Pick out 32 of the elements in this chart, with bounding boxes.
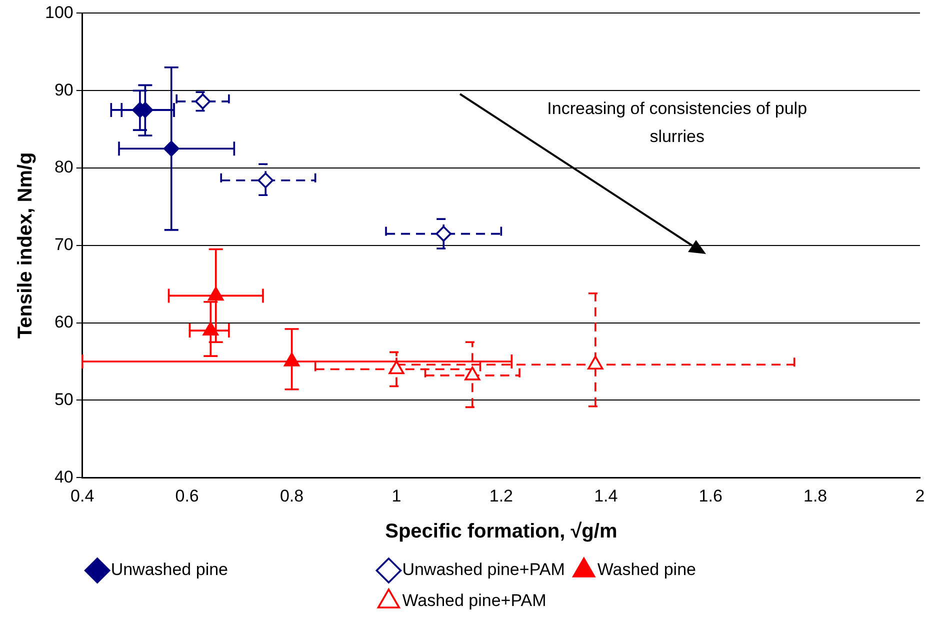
point bbox=[163, 140, 180, 157]
y-tick-label: 80 bbox=[54, 158, 74, 177]
point bbox=[388, 360, 404, 374]
x-tick-label: 1.6 bbox=[698, 486, 722, 506]
y-tick-label: 50 bbox=[54, 390, 74, 409]
x-tick-label: 0.6 bbox=[175, 486, 199, 506]
legend-label: Unwashed pine bbox=[110, 560, 370, 580]
x-tick-label: 1.8 bbox=[803, 486, 828, 506]
x-tick-label: 1.2 bbox=[489, 486, 513, 506]
y-tick-label: 40 bbox=[54, 467, 74, 486]
y-tick-label: 60 bbox=[54, 312, 74, 332]
legend-label: Washed pine bbox=[597, 560, 838, 580]
x-axis-title: Specific formation, √g/m bbox=[385, 520, 618, 543]
x-tick-label: 1 bbox=[392, 486, 402, 506]
y-tick-label: 100 bbox=[44, 2, 74, 22]
point bbox=[202, 322, 218, 336]
point bbox=[258, 172, 274, 188]
y-tick-label: 70 bbox=[54, 235, 74, 254]
x-tick-label: 0.4 bbox=[70, 486, 94, 506]
y-tick-label: 90 bbox=[54, 80, 74, 100]
annotation: Increasing of consistencies of pulp slurries bbox=[547, 98, 808, 146]
point bbox=[588, 356, 604, 370]
x-tick-label: 0.8 bbox=[280, 486, 304, 506]
x-tick-label: 1.4 bbox=[594, 486, 618, 506]
point bbox=[284, 352, 300, 366]
x-tick-label: 2 bbox=[915, 486, 925, 506]
y-axis-title: Tensile index, Nm/g bbox=[14, 152, 37, 339]
point bbox=[208, 286, 224, 301]
point bbox=[464, 366, 480, 380]
legend-label: Washed pine+PAM bbox=[402, 591, 546, 610]
point bbox=[436, 226, 452, 242]
legend-label: Unwashed pine+PAM bbox=[402, 560, 565, 580]
